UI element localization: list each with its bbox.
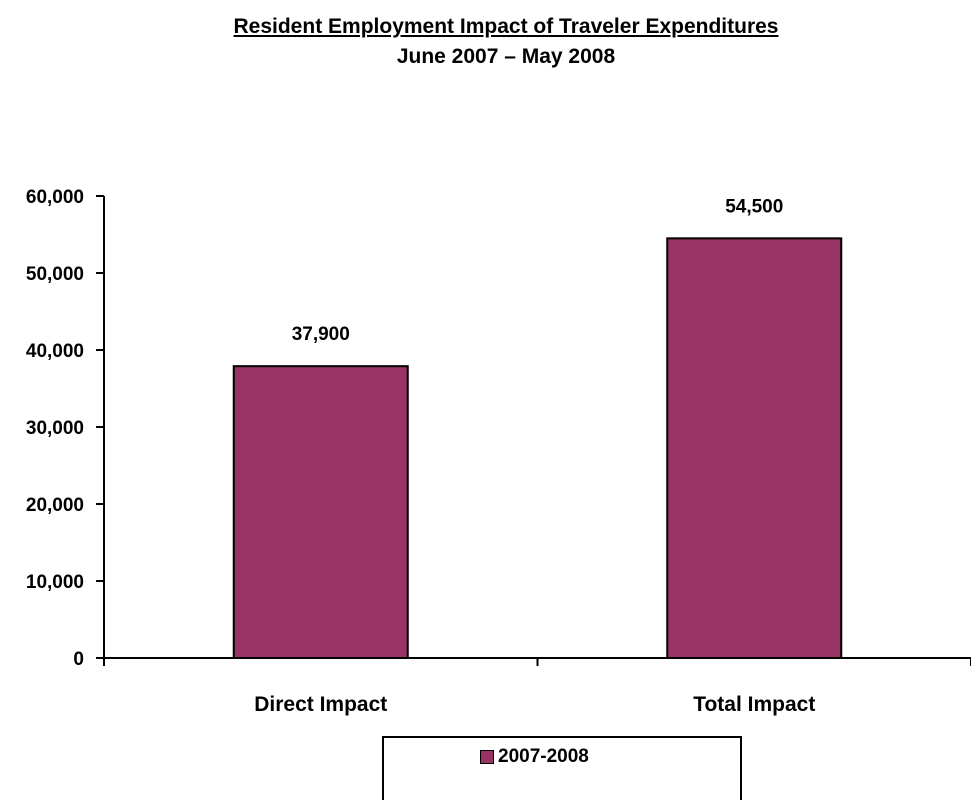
x-tick-label: Direct Impact: [254, 693, 387, 716]
legend-item: 2007-2008: [480, 746, 589, 768]
y-tick-label: 50,000: [26, 264, 84, 285]
y-tick-label: 30,000: [26, 418, 84, 439]
y-tick-label: 40,000: [26, 341, 84, 362]
bar: [666, 237, 843, 659]
y-tick-label: 0: [73, 649, 84, 670]
data-label: 54,500: [725, 196, 783, 217]
bar: [232, 365, 409, 659]
chart-subtitle: June 2007 – May 2008: [396, 45, 616, 68]
y-tick-label: 20,000: [26, 495, 84, 516]
chart-legend: 2007-2008: [382, 736, 742, 800]
legend-swatch: [480, 750, 494, 764]
data-label: 37,900: [292, 324, 350, 345]
chart-title: Resident Employment Impact of Traveler E…: [233, 15, 779, 38]
legend-label: 2007-2008: [498, 746, 589, 767]
chart-title-block: Resident Employment Impact of Traveler E…: [0, 12, 971, 72]
y-tick-label: 60,000: [26, 187, 84, 208]
y-tick-label: 10,000: [26, 572, 84, 593]
x-tick-label: Total Impact: [693, 693, 815, 716]
